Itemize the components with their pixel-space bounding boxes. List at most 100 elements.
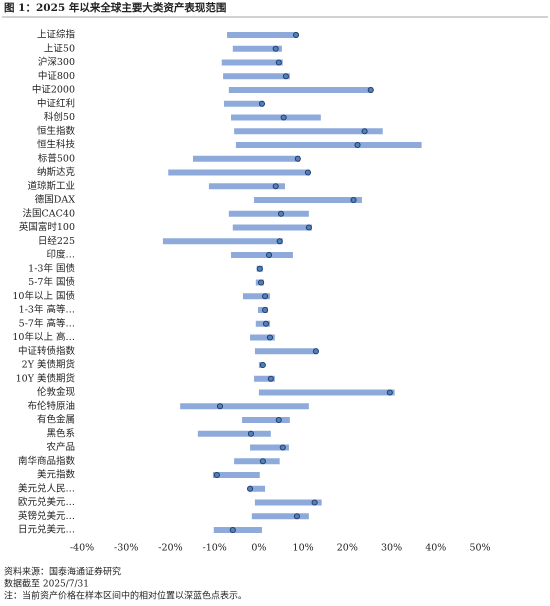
range-bar [221,59,283,66]
chart-title: 图 1：2025 年以来全球主要大类资产表现范围 [4,1,226,14]
range-bar [223,73,290,80]
range-bar [248,485,266,492]
y-tick-label: 恒生科技 [37,139,76,151]
x-tick-label: -40% [70,543,94,554]
y-tick-label: 南华商品指数 [18,455,76,467]
range-bar [231,252,293,258]
range-bar [242,293,270,300]
x-tick-label: 30% [381,543,402,554]
current-dot [213,471,220,479]
y-tick-label: 中证800 [38,70,75,82]
x-tick-label: -10% [203,543,227,554]
y-tick-label: 黑色系 [46,427,75,439]
y-tick-label: 中证转债指数 [18,345,76,357]
note: 注：当前资产价格在样本区间中的相对位置以深蓝色点表示。 [4,590,247,602]
current-dot [292,31,300,39]
range-bar [180,403,309,410]
y-tick-label: 上证综指 [37,29,76,41]
range-bar [208,183,285,190]
y-tick-label: 中证2000 [32,84,75,96]
current-dot [279,444,286,451]
current-dot [350,196,357,204]
current-dot [258,279,265,286]
y-tick-label: 标普500 [38,152,75,164]
range-bar [227,32,298,38]
range-bar [231,114,321,121]
range-bar [254,197,362,203]
y-tick-label: 恒生指数 [37,125,76,137]
range-bar [234,128,383,135]
range-bar [168,169,310,176]
current-dot [305,224,312,231]
current-dot [246,485,254,492]
current-dot [272,183,279,190]
range-bar [254,348,318,355]
current-dot [259,361,266,369]
range-bar [213,527,262,533]
y-tick-label: 1-3年 高等… [19,304,75,316]
current-dot [277,210,285,217]
y-tick-label: 沪深300 [38,56,75,68]
range-bar [234,458,280,465]
range-bar [162,238,283,245]
current-dot [266,251,273,259]
range-bar [258,389,395,396]
x-tick-label: -20% [158,543,182,554]
current-dot [266,334,273,341]
y-tick-label: 德国DAX [35,194,75,206]
current-dot [216,403,224,410]
range-bar [254,375,275,382]
y-tick-label: 中证红利 [37,97,75,109]
x-tick-label: -30% [114,543,138,554]
y-tick-label: 美元指数 [37,469,76,481]
range-bar [250,334,275,341]
y-tick-label: 法国CAC40 [23,207,76,219]
range-bar [232,45,282,52]
y-tick-label: 日经225 [38,235,75,247]
y-tick-label: 10年以上 国债 [12,290,75,302]
current-dot [276,238,283,245]
x-tick-label: 10% [293,543,314,554]
y-tick-label: 伦敦金现 [37,386,76,398]
range-bar [242,417,290,423]
y-tick-label: 英镑兑美元… [18,510,75,522]
current-dot [267,375,274,382]
current-dot [275,416,282,424]
current-dot [282,73,289,80]
current-dot [361,128,368,135]
range-bar [255,320,270,327]
range-bar [250,444,289,451]
current-dot [293,513,300,520]
y-tick-label: 10年以上 高… [12,331,75,343]
date-note: 数据截至 2025/7/31 [4,578,89,590]
range-bar [197,430,271,437]
current-dot [275,59,282,66]
current-dot [262,306,269,314]
range-bar [212,472,260,478]
y-tick-label: 农产品 [46,441,75,453]
range-bar [232,224,312,231]
current-dot [262,293,269,300]
y-tick-label: 布伦特原油 [27,400,75,412]
range-bar [235,142,422,148]
current-dot [272,45,279,52]
range-bar [254,499,322,506]
current-dot [262,320,270,327]
y-tick-label: 欧元兑美元… [18,496,75,508]
range-bar [192,155,301,162]
current-dot [304,169,312,176]
x-tick-label: 0% [251,543,266,554]
y-tick-label: 上证50 [44,43,75,54]
current-dot [354,141,361,149]
y-tick-label: 5-7年 国债 [28,276,75,288]
y-tick-label: 美元兑人民… [18,482,75,494]
y-tick-label: 日元兑美元… [18,524,75,536]
x-tick-label: 20% [337,543,358,554]
current-dot [386,389,393,396]
y-tick-label: 科创50 [44,111,75,123]
current-dot [294,155,301,162]
range-bar [223,100,264,107]
y-tick-label: 1-3年 国债 [28,262,75,274]
y-tick-label: 印度… [46,249,75,261]
range-bar [228,87,373,93]
